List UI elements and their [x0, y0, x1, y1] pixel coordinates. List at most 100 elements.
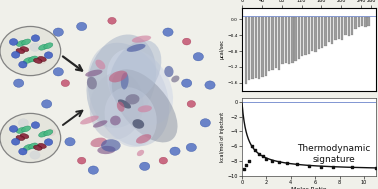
Circle shape — [53, 68, 64, 76]
Point — [241, 168, 247, 171]
Ellipse shape — [90, 72, 144, 140]
Ellipse shape — [23, 145, 33, 150]
Bar — [361, 17, 363, 26]
Circle shape — [9, 125, 18, 132]
Point — [249, 145, 255, 148]
Ellipse shape — [17, 128, 25, 133]
Point — [256, 152, 262, 155]
Point — [246, 160, 252, 163]
Bar — [318, 17, 320, 50]
Circle shape — [9, 39, 18, 45]
Ellipse shape — [90, 138, 107, 147]
Ellipse shape — [95, 60, 105, 70]
Bar — [301, 17, 304, 56]
Bar — [261, 17, 264, 77]
Ellipse shape — [97, 146, 116, 154]
Ellipse shape — [138, 105, 152, 112]
Bar — [268, 17, 270, 71]
Circle shape — [205, 81, 215, 89]
Bar — [364, 17, 367, 27]
Ellipse shape — [164, 66, 174, 77]
Ellipse shape — [93, 120, 107, 128]
Point — [243, 164, 249, 167]
Point — [330, 166, 336, 169]
Ellipse shape — [16, 136, 25, 140]
Point — [306, 164, 312, 167]
Circle shape — [44, 139, 53, 146]
Ellipse shape — [136, 134, 151, 144]
Ellipse shape — [22, 126, 31, 132]
Circle shape — [193, 53, 203, 61]
Ellipse shape — [121, 73, 129, 89]
Point — [349, 165, 355, 168]
Circle shape — [108, 17, 116, 24]
Circle shape — [159, 157, 167, 164]
Circle shape — [11, 138, 20, 145]
Bar — [265, 17, 267, 76]
Bar — [354, 17, 356, 29]
Ellipse shape — [17, 41, 25, 46]
Circle shape — [30, 151, 40, 159]
Bar — [338, 17, 340, 39]
Bar — [321, 17, 324, 48]
Circle shape — [47, 129, 56, 136]
Point — [318, 165, 324, 168]
Bar — [304, 17, 307, 55]
Bar — [328, 17, 330, 42]
Point — [270, 159, 276, 162]
Ellipse shape — [137, 150, 144, 156]
Bar — [248, 17, 250, 80]
Text: Thermodynamic
signature: Thermodynamic signature — [297, 144, 370, 164]
Circle shape — [14, 79, 24, 87]
Bar — [288, 17, 290, 64]
Bar — [334, 17, 337, 40]
Bar — [358, 17, 360, 27]
Bar — [311, 17, 313, 51]
Ellipse shape — [23, 58, 33, 63]
Ellipse shape — [127, 44, 146, 52]
Circle shape — [183, 38, 191, 45]
Ellipse shape — [39, 44, 48, 50]
Ellipse shape — [125, 94, 139, 105]
Circle shape — [30, 43, 40, 51]
Ellipse shape — [39, 131, 48, 137]
Circle shape — [19, 148, 27, 155]
Circle shape — [38, 57, 46, 64]
Ellipse shape — [20, 47, 29, 52]
Circle shape — [19, 61, 27, 68]
Bar — [251, 17, 254, 79]
Circle shape — [170, 147, 180, 155]
Circle shape — [31, 35, 40, 42]
Bar — [351, 17, 353, 35]
Circle shape — [65, 138, 75, 146]
Circle shape — [53, 28, 64, 36]
Circle shape — [163, 28, 173, 36]
Bar — [324, 17, 327, 46]
Point — [253, 148, 259, 151]
Circle shape — [186, 143, 197, 152]
Y-axis label: μcal/sec: μcal/sec — [220, 39, 225, 59]
Circle shape — [139, 162, 150, 170]
Circle shape — [31, 122, 40, 129]
Circle shape — [200, 119, 211, 127]
Bar — [331, 17, 333, 43]
Bar — [258, 17, 260, 79]
Circle shape — [0, 26, 60, 76]
Ellipse shape — [171, 76, 180, 82]
Bar — [281, 17, 284, 64]
Ellipse shape — [44, 43, 53, 49]
Circle shape — [77, 157, 86, 164]
Point — [260, 155, 266, 158]
Circle shape — [187, 101, 195, 107]
Circle shape — [0, 113, 60, 163]
Bar — [245, 17, 247, 84]
Ellipse shape — [38, 57, 46, 61]
Circle shape — [76, 22, 87, 31]
Bar — [341, 17, 343, 40]
Point — [373, 167, 378, 170]
Ellipse shape — [20, 134, 29, 139]
Bar — [294, 17, 297, 61]
Ellipse shape — [109, 40, 161, 104]
Bar — [274, 17, 277, 68]
Bar — [347, 17, 350, 36]
